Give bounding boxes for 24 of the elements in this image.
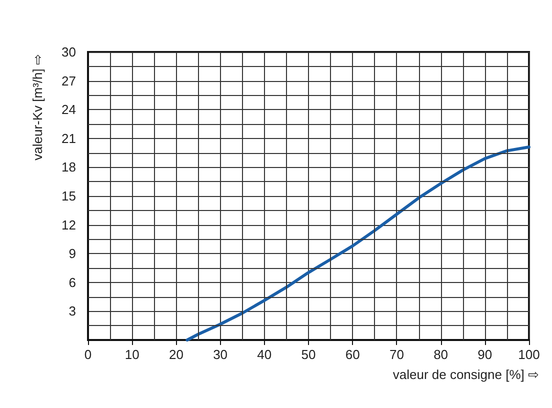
x-tick-label: 60 xyxy=(345,347,360,362)
x-tick-label: 50 xyxy=(301,347,316,362)
y-tick-label: 30 xyxy=(62,44,76,60)
x-tick-label: 20 xyxy=(168,347,184,362)
x-axis-title: valeur de consigne [%] ⇨ xyxy=(392,367,539,382)
x-tick-label: 0 xyxy=(84,347,92,362)
y-tick-label: 3 xyxy=(68,304,76,319)
y-tick-label: 27 xyxy=(62,73,76,88)
x-tick-label: 30 xyxy=(213,347,228,362)
y-tick-label: 9 xyxy=(68,246,76,262)
x-tick-label: 40 xyxy=(257,347,272,362)
y-tick-label: 15 xyxy=(62,188,76,204)
y-tick-label: 24 xyxy=(62,102,76,118)
y-axis-title: valeur-Kv [m³/h] ⇨ xyxy=(30,54,45,160)
y-tick-label: 21 xyxy=(62,130,76,146)
y-tick-label: 6 xyxy=(68,274,76,290)
x-tick-label: 10 xyxy=(124,347,140,362)
y-tick-label: 12 xyxy=(62,217,76,232)
y-tick-label: 18 xyxy=(62,160,76,175)
x-tick-label: 90 xyxy=(478,347,492,362)
x-tick-label: 70 xyxy=(389,347,404,362)
x-tick-label: 100 xyxy=(518,347,540,362)
line-series xyxy=(186,146,530,342)
x-tick-label: 80 xyxy=(434,347,448,362)
